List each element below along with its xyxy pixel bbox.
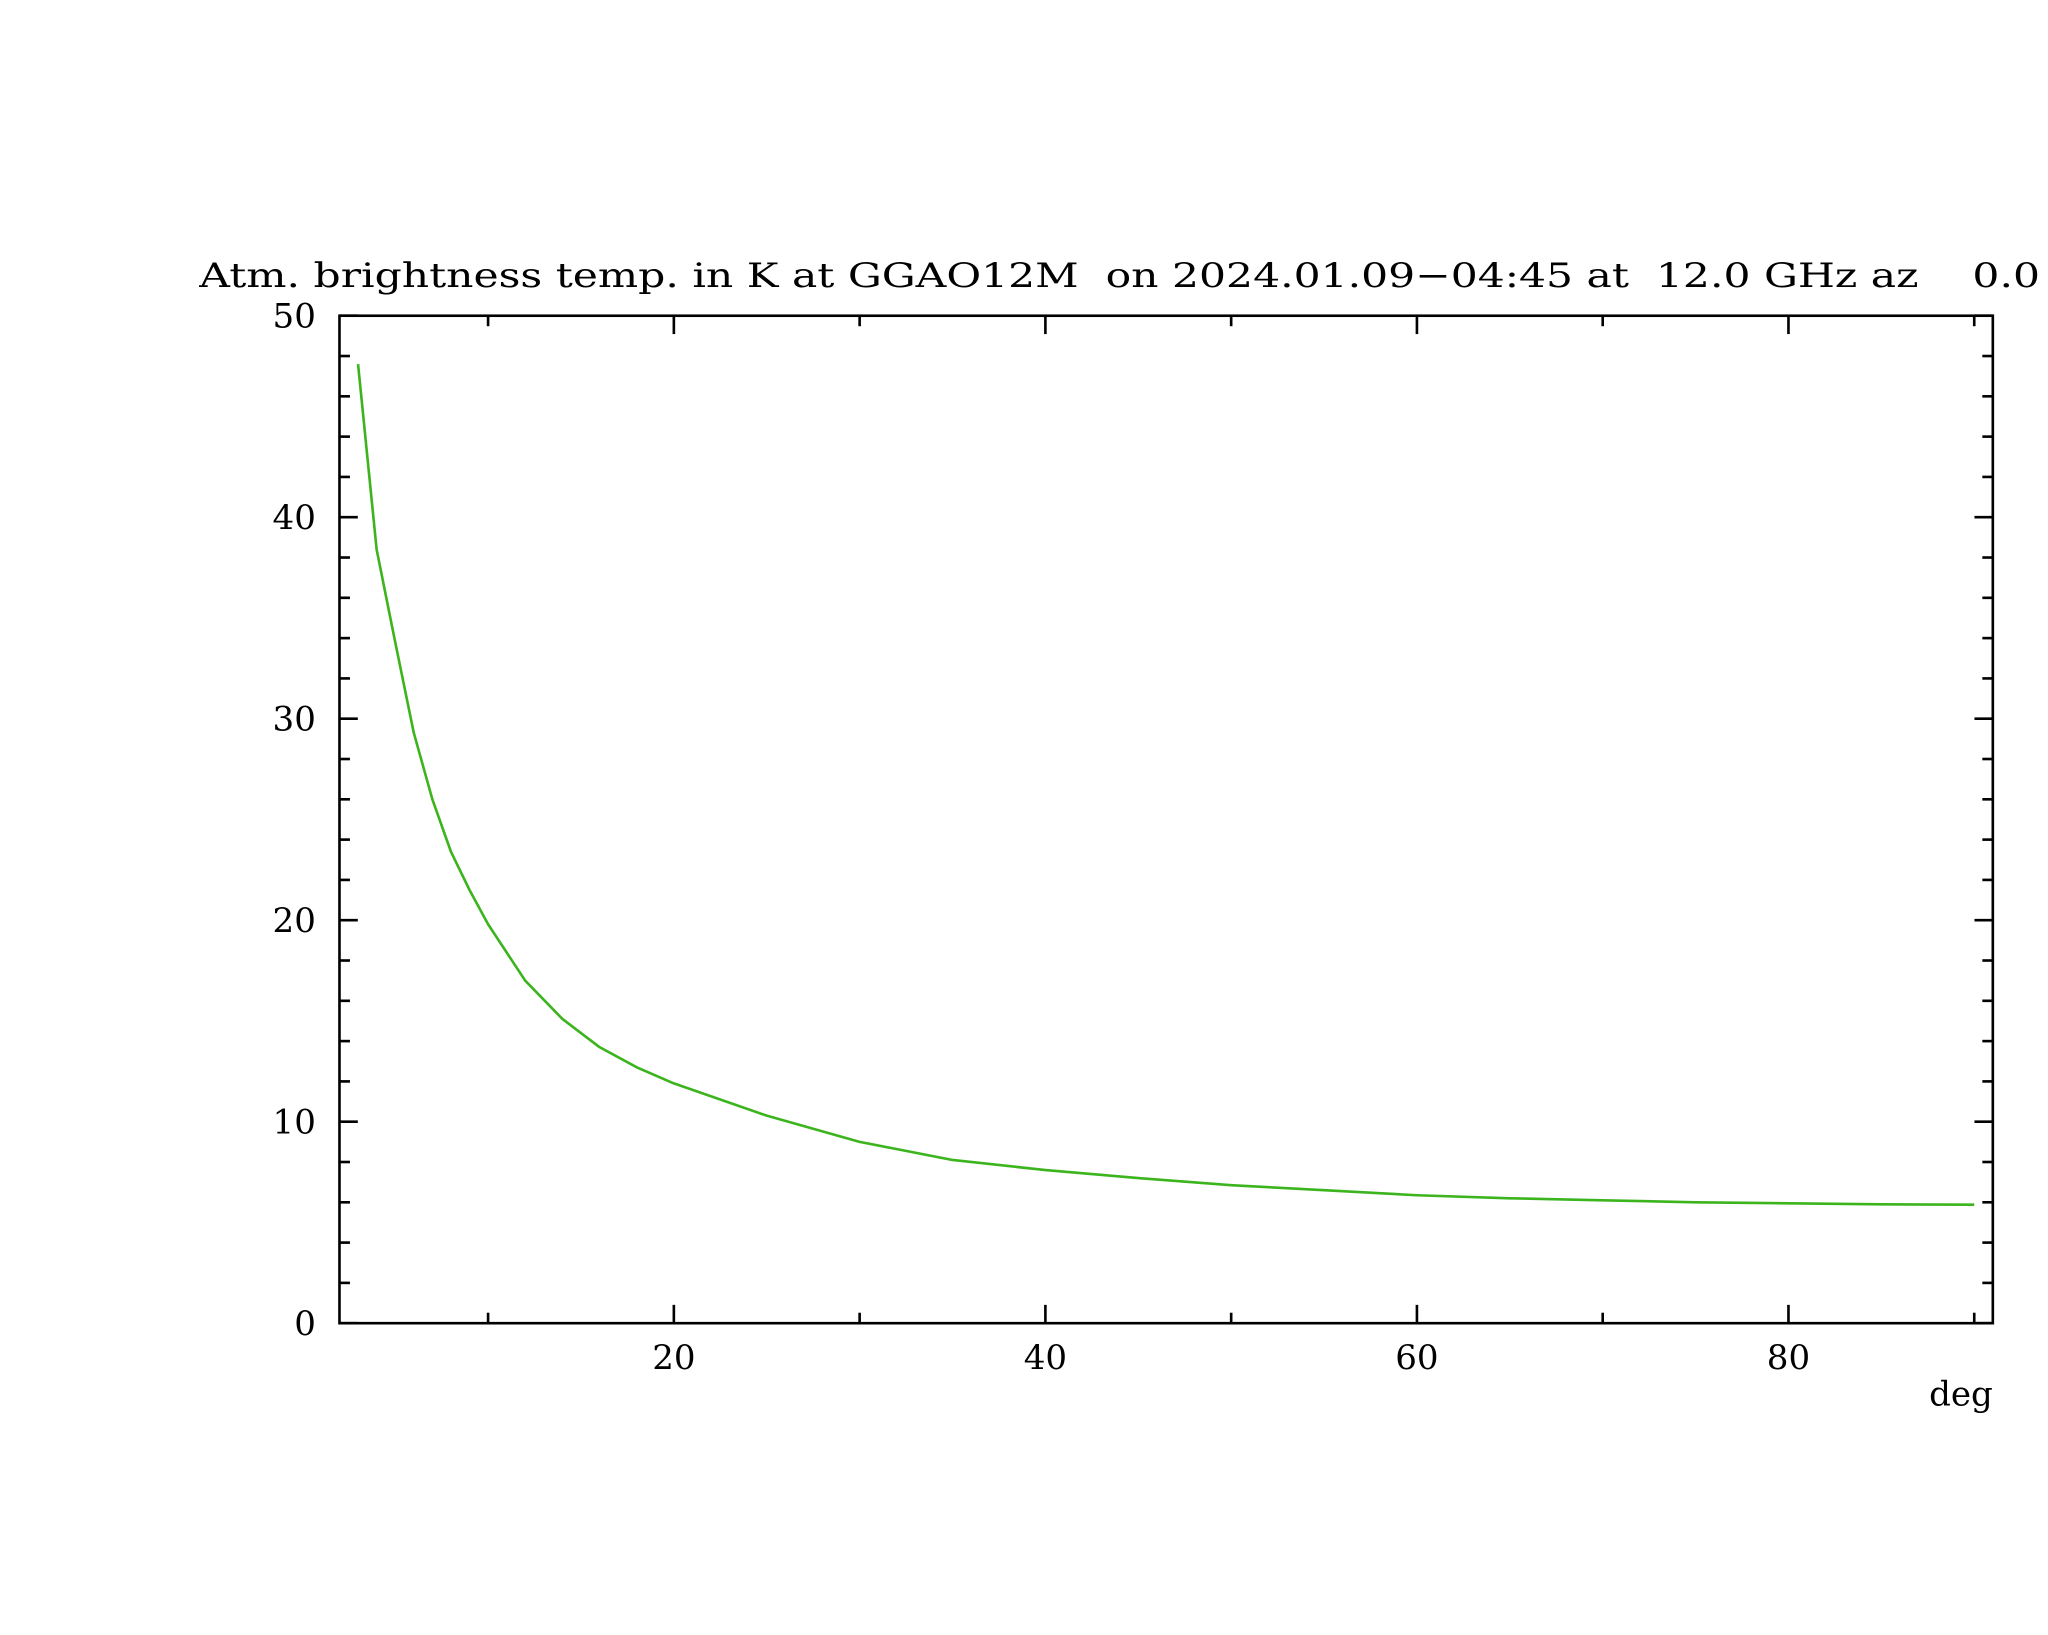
plot-frame (338, 314, 1995, 1325)
y-tick-label: 10 (273, 1102, 316, 1142)
data-line (356, 363, 1975, 1207)
y-tick-label: 40 (273, 498, 316, 538)
y-tick-label: 30 (273, 700, 316, 740)
x-tick-label: 80 (1767, 1338, 1810, 1378)
chart-title: Atm. brightness temp. in K at GGAO12M on… (198, 256, 2040, 296)
x-axis-label: deg (1929, 1375, 1993, 1415)
y-tick-label: 20 (273, 901, 316, 941)
y-tick-label: 50 (273, 297, 316, 337)
x-tick-label: 20 (652, 1338, 695, 1378)
x-tick-label: 60 (1395, 1338, 1438, 1378)
y-tick-label: 0 (294, 1304, 316, 1344)
x-tick-label: 40 (1024, 1338, 1067, 1378)
